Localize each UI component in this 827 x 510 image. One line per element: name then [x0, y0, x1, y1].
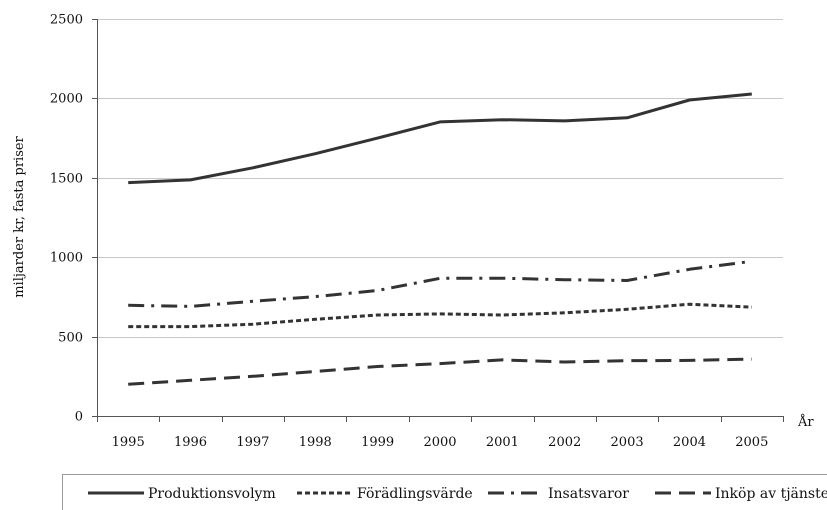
series-line-1 — [128, 302, 752, 329]
legend-label-0: Produktionsvolym — [148, 486, 276, 502]
y-tick-label-2500: 2500 — [50, 13, 83, 28]
y-tick-label-500: 500 — [58, 331, 83, 346]
y-tick-label-2000: 2000 — [50, 92, 83, 107]
legend-label-3: Inköp av tjänster — [715, 486, 827, 502]
legend-label-2: Insatsvaror — [548, 486, 629, 502]
series-line-0 — [128, 92, 752, 185]
x-tick-label-2004: 2004 — [673, 435, 706, 450]
legend: Produktionsvolym Förädlingsvärde Insatsvar… — [62, 474, 827, 510]
y-tick-label-1000: 1000 — [50, 251, 83, 266]
x-tick-label-1995: 1995 — [112, 435, 145, 450]
x-tick-label-1999: 1999 — [361, 435, 394, 450]
y-tick-label-1500: 1500 — [50, 172, 83, 187]
y-axis-label: miljarder kr, fasta priser — [12, 135, 27, 297]
legend-label-1: Förädlingsvärde — [357, 486, 473, 502]
x-axis-label: År — [797, 414, 814, 430]
x-tick-label-2005: 2005 — [735, 435, 768, 450]
series-line-2 — [128, 259, 752, 308]
x-tick-label-2000: 2000 — [423, 435, 456, 450]
x-tick-label-1998: 1998 — [299, 435, 332, 450]
x-tick-label-1996: 1996 — [174, 435, 207, 450]
y-tick-label-0: 0 — [75, 410, 83, 425]
series-lines — [128, 92, 752, 386]
series-line-3 — [128, 357, 752, 386]
x-axis: 1995 1996 1997 1998 1999 2000 2001 2002 2003 2004… — [97, 416, 784, 450]
gridlines — [97, 19, 783, 338]
y-axis: 0 500 1000 1500 2000 2500 — [50, 13, 98, 425]
x-tick-label-2001: 2001 — [486, 435, 519, 450]
x-tick-label-2003: 2003 — [611, 435, 644, 450]
x-tick-label-2002: 2002 — [548, 435, 581, 450]
x-tick-label-1997: 1997 — [236, 435, 269, 450]
